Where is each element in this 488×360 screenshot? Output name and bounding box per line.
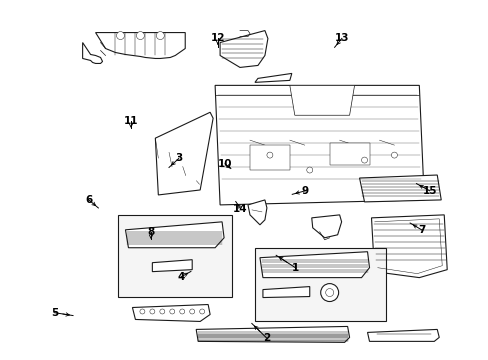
Text: 13: 13 — [334, 33, 348, 43]
Text: 5: 5 — [51, 308, 58, 318]
Text: 4: 4 — [177, 272, 184, 282]
Bar — [118, 215, 232, 297]
Circle shape — [180, 309, 184, 314]
Polygon shape — [82, 42, 102, 63]
Circle shape — [325, 289, 333, 297]
Text: 9: 9 — [301, 186, 308, 196]
Circle shape — [390, 152, 397, 158]
Text: 2: 2 — [262, 333, 269, 343]
Polygon shape — [132, 305, 210, 321]
Circle shape — [306, 167, 312, 173]
Bar — [329, 143, 369, 165]
Polygon shape — [220, 31, 267, 67]
Text: 12: 12 — [210, 33, 224, 43]
Circle shape — [116, 32, 124, 40]
Text: 3: 3 — [175, 153, 182, 163]
Polygon shape — [155, 112, 213, 195]
Text: 10: 10 — [217, 159, 232, 169]
Polygon shape — [367, 329, 438, 341]
Circle shape — [160, 309, 164, 314]
Text: 14: 14 — [233, 204, 247, 214]
Circle shape — [149, 309, 155, 314]
Polygon shape — [289, 85, 354, 115]
Text: 1: 1 — [291, 263, 299, 273]
Text: 7: 7 — [418, 225, 425, 235]
Bar — [254, 248, 386, 321]
Circle shape — [320, 284, 338, 302]
Circle shape — [156, 32, 164, 40]
Bar — [249, 145, 289, 170]
Circle shape — [189, 309, 194, 314]
Circle shape — [136, 32, 144, 40]
Polygon shape — [215, 85, 424, 205]
Polygon shape — [254, 73, 291, 82]
Polygon shape — [260, 252, 369, 278]
Text: 8: 8 — [147, 227, 154, 237]
Circle shape — [199, 309, 204, 314]
Polygon shape — [196, 327, 349, 342]
Text: 15: 15 — [422, 186, 436, 196]
Polygon shape — [263, 287, 309, 298]
Polygon shape — [359, 175, 440, 202]
Circle shape — [140, 309, 144, 314]
Polygon shape — [311, 215, 341, 238]
Polygon shape — [95, 32, 185, 58]
Circle shape — [361, 157, 367, 163]
Polygon shape — [371, 215, 447, 278]
Polygon shape — [247, 200, 266, 225]
Circle shape — [169, 309, 174, 314]
Polygon shape — [125, 222, 224, 248]
Text: 6: 6 — [85, 195, 92, 205]
Circle shape — [266, 152, 272, 158]
Polygon shape — [152, 260, 192, 272]
Text: 11: 11 — [123, 116, 138, 126]
